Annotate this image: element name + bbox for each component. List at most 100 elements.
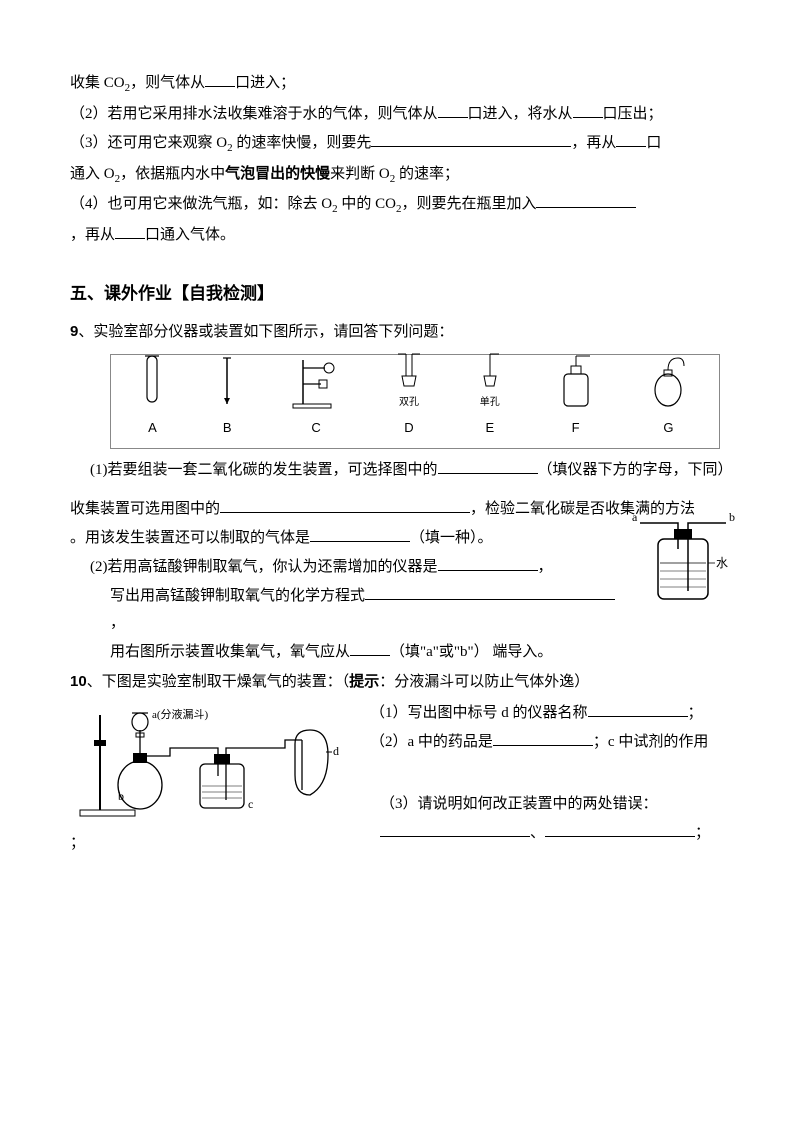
question-9: 9、实验室部分仪器或装置如下图所示，请回答下列问题： A B C 双孔 D 单孔…: [70, 318, 740, 666]
t1b: ，则气体从: [130, 75, 205, 91]
gas-bottle-icon: [648, 354, 688, 412]
labA: A: [148, 416, 157, 439]
t4bold: 气泡冒出的快慢: [225, 166, 330, 182]
blank: [380, 822, 530, 837]
top-line5: （4）也可用它来做洗气瓶，如：除去 O2 中的 CO2，则要先在瓶里加入: [70, 191, 740, 220]
t3c: ，再从: [571, 135, 616, 151]
blank: [545, 822, 695, 837]
t3b: 的速率快慢，则要先: [233, 135, 372, 151]
labE: E: [485, 416, 494, 439]
top-line4: 通入 O2，依据瓶内水中气泡冒出的快慢来判断 O2 的速率；: [70, 161, 740, 190]
labB: B: [223, 416, 232, 439]
stopper-1hole-icon: [477, 346, 503, 394]
fig-b-text: b: [118, 789, 124, 803]
glass-rod-icon: [216, 354, 238, 412]
r2b: ；c 中试剂的作用: [593, 734, 708, 750]
oxygen-setup-figure: a(分液漏斗) b c d: [70, 700, 360, 830]
t4b: ，依据瓶内水中: [120, 166, 225, 182]
fig-a-text: a(分液漏斗): [152, 707, 209, 721]
fig-d-text: d: [333, 744, 339, 758]
fig-b-label: b: [729, 510, 735, 524]
q9p6b: （填"a"或"b"） 端导入。: [390, 644, 552, 660]
blank: [588, 702, 688, 717]
top-line1: 收集 CO2，则气体从口进入；: [70, 70, 740, 99]
blank: [205, 72, 235, 87]
q10sa: 、下图是实验室制取干燥氧气的装置：（: [87, 674, 350, 690]
blank: [493, 731, 593, 746]
t3a: （3）还可用它来观察 O: [70, 135, 227, 151]
question-10: 10、下图是实验室制取干燥氧气的装置：（提示：分液漏斗可以防止气体外逸） a(分…: [70, 668, 740, 847]
r2a: （2）a 中的药品是: [370, 734, 493, 750]
app-D: 双孔 D: [394, 346, 424, 439]
q10-r1: （1）写出图中标号 d 的仪器名称 ；: [370, 700, 740, 727]
q10-stem: 10、下图是实验室制取干燥氧气的装置：（提示：分液漏斗可以防止气体外逸）: [70, 668, 740, 696]
blank: [365, 585, 615, 600]
test-tube-icon: [141, 354, 163, 412]
labG: G: [663, 416, 673, 439]
blank: [616, 132, 646, 147]
stopper-2hole-icon: [394, 346, 424, 394]
iron-stand-icon: [291, 354, 341, 412]
q10-num: 10: [70, 673, 87, 690]
blank: [220, 498, 470, 513]
t4d: 的速率；: [395, 166, 459, 182]
top-line3: （3）还可用它来观察 O2 的速率快慢，则要先，再从口: [70, 130, 740, 159]
blank: [371, 132, 571, 147]
t2c: 口压出；: [603, 106, 663, 122]
blank: [115, 224, 145, 239]
top-line2: （2）若用它采用排水法收集难溶于水的气体，则气体从 口进入，将水从 口压出；: [70, 101, 740, 128]
t1a: 收集 CO: [70, 75, 125, 91]
t4c: 来判断 O: [330, 166, 390, 182]
app-A: A: [141, 354, 163, 439]
blank: [438, 556, 538, 571]
hole1: 单孔: [480, 394, 500, 412]
q10sb: ：分液漏斗可以防止气体外逸）: [379, 674, 589, 690]
labF: F: [572, 416, 580, 439]
q9p5a: 写出用高锰酸钾制取氧气的化学方程式: [110, 588, 365, 604]
apparatus-figure: A B C 双孔 D 单孔 E F G: [110, 354, 720, 449]
r3: （3）请说明如何改正装置中的两处错误：: [380, 796, 658, 812]
q9p3b: （填一种）。: [410, 530, 493, 546]
q9p4a: (2)若用高锰酸钾制取氧气，你认为还需增加的仪器是: [90, 559, 438, 575]
t2b: 口进入，将水从: [468, 106, 573, 122]
t2a: （2）若用它采用排水法收集难溶于水的气体，则气体从: [70, 106, 438, 122]
fig-c-text: c: [248, 797, 253, 811]
top-block: 收集 CO2，则气体从口进入； （2）若用它采用排水法收集难溶于水的气体，则气体…: [70, 70, 740, 249]
q9-stem: 9、实验室部分仪器或装置如下图所示，请回答下列问题：: [70, 318, 740, 346]
q10-r2: （2）a 中的药品是 ；c 中试剂的作用: [370, 729, 740, 756]
app-B: B: [216, 354, 238, 439]
r4sep: 、: [530, 825, 545, 841]
q9p3a: 。用该发生装置还可以制取的气体是: [70, 530, 310, 546]
labD: D: [404, 416, 413, 439]
t1c: 口进入；: [235, 75, 295, 91]
q9-p1: (1)若要组装一套二氧化碳的发生装置，可选择图中的 （填仪器下方的字母，下同）: [70, 457, 740, 484]
t6a: ，再从: [70, 227, 115, 243]
q10-right-text: （1）写出图中标号 d 的仪器名称 ； （2）a 中的药品是 ；c 中试剂的作用: [360, 700, 740, 758]
fig-water-label: 水: [716, 556, 728, 570]
q9p2a: 收集装置可选用图中的: [70, 501, 220, 517]
t4a: 通入 O: [70, 166, 115, 182]
q9-p6: 用右图所示装置收集氧气，氧气应从（填"a"或"b"） 端导入。: [70, 639, 740, 666]
q9p4b: ，: [538, 559, 553, 575]
q9-stemtext: 、实验室部分仪器或装置如下图所示，请回答下列问题：: [78, 324, 453, 340]
app-E: 单孔 E: [477, 346, 503, 439]
r2c: ；: [70, 835, 85, 851]
app-F: F: [556, 354, 596, 439]
r1a: （1）写出图中标号 d 的仪器名称: [370, 705, 588, 721]
r1b: ；: [688, 705, 703, 721]
labC: C: [311, 416, 320, 439]
app-G: G: [648, 354, 688, 439]
blank: [350, 641, 390, 656]
app-C: C: [291, 354, 341, 439]
t5a: （4）也可用它来做洗气瓶，如：除去 O: [70, 196, 332, 212]
top-line6: ，再从口通入气体。: [70, 222, 740, 249]
q9p2b: ，检验二氧化碳是否收集满的方法: [470, 501, 695, 517]
q9p1a: (1)若要组装一套二氧化碳的发生装置，可选择图中的: [90, 462, 438, 478]
q9p5b: ，: [110, 615, 125, 631]
blank: [438, 103, 468, 118]
t3d: 口: [646, 135, 661, 151]
q9-p2: 收集装置可选用图中的 ，检验二氧化碳是否收集满的方法: [70, 496, 740, 523]
section-title: 五、课外作业【自我检测】: [70, 279, 740, 310]
q9p1b: （填仪器下方的字母，下同）: [538, 462, 733, 478]
blank: [310, 527, 410, 542]
